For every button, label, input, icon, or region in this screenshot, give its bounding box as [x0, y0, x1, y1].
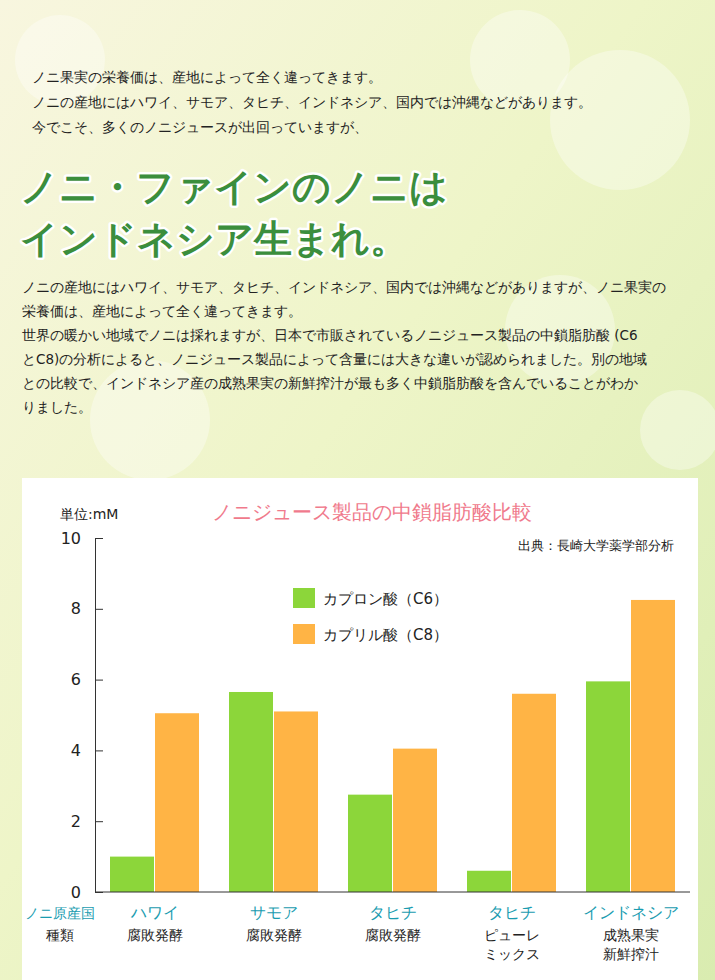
- legend-swatch: [293, 624, 315, 644]
- bar: [512, 694, 556, 892]
- y-tick-label: 2: [71, 812, 81, 831]
- y-tick-mark: [95, 821, 103, 822]
- legend-label: カプリル酸（C8）: [323, 626, 448, 644]
- x-type-label: 腐敗発酵: [246, 927, 302, 943]
- y-tick-label: 4: [71, 741, 81, 760]
- intro-line: ノニ果実の栄養価は、産地によって全く違ってきます。: [32, 69, 382, 85]
- y-tick-label: 10: [61, 529, 81, 548]
- body-line: りました。: [22, 399, 92, 415]
- y-tick: 6: [71, 670, 103, 689]
- x-axis-line: [95, 892, 690, 893]
- headline: ノニ・ファインのノニは: [20, 165, 448, 209]
- x-tick-label: インドネシア: [583, 903, 679, 922]
- body-line: 栄養価は、産地によって全く違ってきます。: [22, 303, 302, 319]
- y-tick: 0: [71, 883, 103, 902]
- y-axis-line: [95, 539, 96, 893]
- bar: [155, 713, 199, 892]
- y-axis: 0 2 4 6 8 10: [61, 529, 103, 902]
- x-axis: ノニ原産国種類 ハワイ腐敗発酵 サモア腐敗発酵 タヒチ腐敗発酵 タヒチピューレミックス イ…: [25, 903, 679, 962]
- bar: [467, 871, 511, 892]
- chart-panel: [22, 478, 698, 980]
- decor: [15, 15, 105, 105]
- decor: [640, 390, 715, 470]
- bar: [586, 681, 630, 892]
- x-tick-label: タヒチ: [369, 903, 417, 922]
- x-tick-label: サモア: [250, 903, 298, 922]
- legend-swatch: [293, 588, 315, 608]
- x-row-label: ノニ原産国: [25, 905, 95, 921]
- bar: [229, 692, 273, 892]
- bar: [274, 711, 318, 892]
- x-type-label: 腐敗発酵: [127, 927, 183, 943]
- headline: インドネシア生まれ。: [20, 217, 408, 261]
- y-tick-mark: [95, 609, 103, 610]
- decor: [550, 50, 690, 190]
- y-tick-mark: [95, 892, 103, 893]
- y-tick: 4: [71, 741, 103, 760]
- y-tick: 2: [71, 812, 103, 831]
- y-tick: 8: [71, 599, 103, 618]
- y-tick-label: 6: [71, 670, 81, 689]
- legend: カプロン酸（C6） カプリル酸（C8）: [293, 588, 448, 644]
- y-tick-label: 0: [71, 883, 81, 902]
- x-type-label: 腐敗発酵: [365, 927, 421, 943]
- annotation: 出典：長崎大学薬学部分析: [518, 538, 674, 553]
- x-tick-label: タヒチ: [488, 903, 536, 922]
- x-type-label: ピューレ: [484, 927, 540, 943]
- y-tick-mark: [95, 680, 103, 681]
- y-tick-mark: [95, 538, 103, 539]
- y-axis-title: 単位:mM: [60, 506, 118, 522]
- intro-line: 今でこそ、多くのノニジュースが出回っていますが、: [32, 119, 368, 135]
- x-type-label: 成熟果実: [603, 927, 659, 943]
- intro-line: ノニの産地にはハワイ、サモア、タヒチ、インドネシア、国内では沖縄などがあります。: [32, 94, 592, 110]
- bar: [110, 857, 154, 892]
- x-tick-label: ハワイ: [130, 903, 179, 922]
- chart-title: ノニジュース製品の中鎖脂肪酸比較: [212, 500, 532, 524]
- legend-label: カプロン酸（C6）: [323, 590, 448, 608]
- body-line: 世界の暖かい地域でノニは採れますが、日本で市販されているノニジュース製品の中鎖脂…: [22, 327, 638, 343]
- bar: [631, 600, 675, 892]
- body-line: との比較で、インドネシア産の成熟果実の新鮮搾汁が最も多く中鎖脂肪酸を含んでいるこ…: [22, 375, 638, 391]
- body-line: ノニの産地にはハワイ、サモア、タヒチ、インドネシア、国内では沖縄などがありますが…: [22, 279, 666, 295]
- x-type-label: ミックス: [484, 946, 540, 962]
- background: [0, 0, 715, 980]
- bar: [393, 749, 437, 892]
- bar: [348, 795, 392, 892]
- page: ノニ果実の栄養価は、産地によって全く違ってきます。ノニの産地にはハワイ、サモア、…: [0, 0, 715, 980]
- body-line: とC8)の分析によると、ノニジュース製品によって含量には大きな違いが認められまし…: [22, 351, 647, 367]
- y-tick-label: 8: [71, 599, 81, 618]
- bars: [110, 600, 675, 892]
- y-tick-mark: [95, 750, 103, 751]
- x-row-label: 種類: [46, 927, 74, 943]
- x-type-label: 新鮮搾汁: [603, 946, 659, 962]
- y-tick: 10: [61, 529, 103, 548]
